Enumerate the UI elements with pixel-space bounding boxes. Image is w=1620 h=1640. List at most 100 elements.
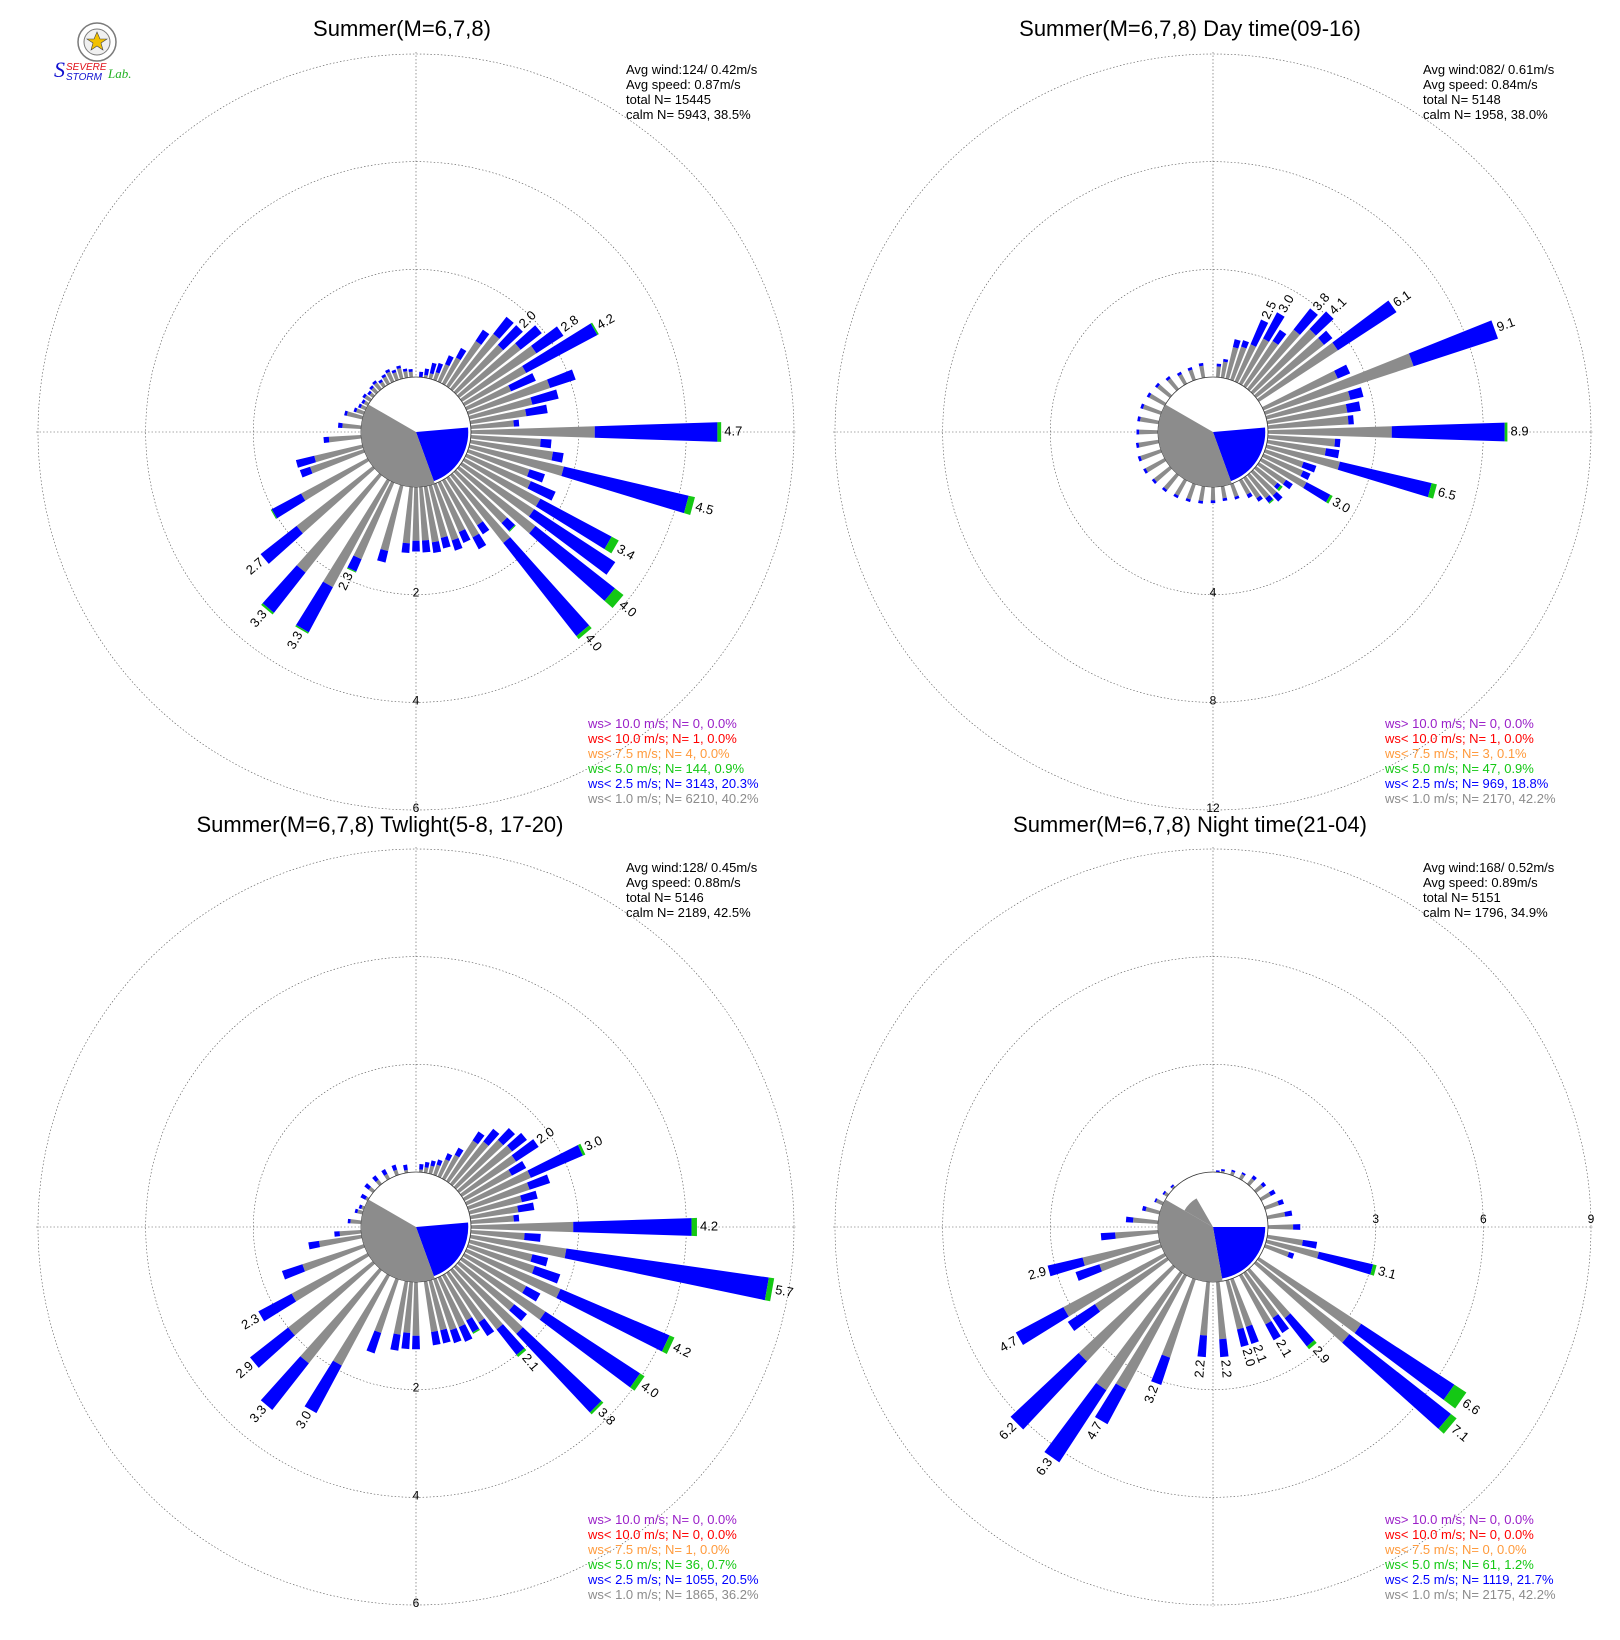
petal-blue bbox=[435, 362, 444, 374]
petal-green bbox=[661, 1335, 675, 1354]
petal-blue bbox=[360, 1193, 367, 1200]
petal-blue bbox=[1408, 320, 1499, 367]
petal-green bbox=[1306, 1340, 1317, 1350]
chart-title: Summer(M=6,7,8) Day time(09-16) bbox=[1019, 16, 1361, 41]
petal-gray bbox=[1264, 449, 1304, 468]
petal-blue bbox=[304, 1360, 342, 1414]
petal-gray bbox=[1216, 366, 1221, 378]
petal-blue bbox=[378, 379, 383, 384]
legend-entry: ws< 1.0 m/s; N= 2175, 42.2% bbox=[1384, 1587, 1556, 1602]
petal-gray bbox=[449, 1141, 489, 1187]
petal-blue bbox=[1324, 448, 1340, 459]
petal-blue bbox=[493, 316, 514, 339]
petal-gray bbox=[467, 1244, 535, 1274]
petal-blue bbox=[440, 536, 451, 549]
petal-blue bbox=[458, 529, 471, 543]
petal-blue bbox=[483, 1128, 500, 1146]
petal-label: 2.5 bbox=[1258, 298, 1279, 321]
calm-circle bbox=[360, 376, 472, 488]
petal-label: 2.2 bbox=[1218, 1359, 1235, 1378]
petal-gray bbox=[1153, 465, 1173, 483]
petal-gray bbox=[1253, 337, 1324, 399]
petal-gray bbox=[1210, 486, 1216, 501]
petal-gray bbox=[1157, 384, 1173, 399]
petal-gray bbox=[350, 1219, 362, 1224]
stat-line: calm N= 1796, 34.9% bbox=[1423, 905, 1548, 920]
legend-entry: ws< 1.0 m/s; N= 6210, 40.2% bbox=[587, 791, 759, 806]
petal-blue bbox=[337, 422, 343, 428]
petal-green bbox=[691, 1217, 697, 1237]
petal-gray bbox=[1230, 483, 1239, 498]
petal-blue bbox=[516, 1327, 602, 1413]
petal-gray bbox=[470, 1215, 514, 1224]
ring-label: 4 bbox=[1210, 586, 1217, 600]
legend: ws> 10.0 m/s; N= 0, 0.0%ws< 10.0 m/s; N=… bbox=[587, 716, 759, 806]
petal-green bbox=[764, 1277, 775, 1302]
petal-gray bbox=[1267, 1224, 1294, 1230]
petal-gray bbox=[380, 484, 404, 552]
petal-blue bbox=[529, 525, 616, 601]
petal-blue bbox=[358, 1204, 363, 1210]
petal-gray bbox=[375, 1179, 383, 1187]
petal-blue bbox=[1151, 1354, 1171, 1385]
legend-entry: ws< 5.0 m/s; N= 36, 0.7% bbox=[587, 1557, 737, 1572]
calm-circle bbox=[360, 1171, 472, 1283]
petal-blue bbox=[367, 390, 372, 396]
petal-green bbox=[1438, 1413, 1457, 1434]
petal-gray bbox=[386, 371, 395, 383]
petal-gray bbox=[403, 371, 409, 379]
petals: 2.0 2.8 4.24.74.53.44.04.02.33.33.32.7 bbox=[243, 307, 742, 654]
petal-blue bbox=[449, 1328, 462, 1344]
petal-gray bbox=[1174, 478, 1188, 496]
calm-blue-wedge bbox=[1213, 1227, 1266, 1279]
petal-blue bbox=[1268, 1189, 1276, 1196]
petal-gray bbox=[1186, 483, 1196, 500]
petal-gray bbox=[468, 397, 533, 420]
petal-blue bbox=[385, 369, 391, 374]
petal-gray bbox=[1246, 1178, 1255, 1187]
petal-blue bbox=[344, 410, 348, 416]
petal-gray bbox=[469, 409, 527, 425]
petal-blue bbox=[594, 422, 718, 442]
petal-gray bbox=[446, 1140, 479, 1183]
petal-blue bbox=[249, 1327, 295, 1368]
petal-green bbox=[508, 524, 516, 532]
legend-entry: ws< 5.0 m/s; N= 47, 0.9% bbox=[1384, 761, 1534, 776]
petal-blue bbox=[564, 1248, 769, 1301]
petal-blue bbox=[1176, 371, 1182, 377]
petal-gray bbox=[300, 1267, 383, 1364]
petal-gray bbox=[1171, 1185, 1176, 1190]
stat-line: Avg speed: 0.84m/s bbox=[1423, 77, 1538, 92]
petal-gray bbox=[288, 1260, 376, 1336]
petal-blue bbox=[1165, 376, 1171, 382]
petal-blue bbox=[1272, 1314, 1290, 1334]
petal-blue bbox=[1162, 1190, 1167, 1195]
petal-gray bbox=[470, 420, 514, 429]
petal-blue bbox=[1347, 415, 1354, 425]
petal-gray bbox=[1167, 378, 1180, 392]
petal-blue bbox=[513, 1214, 520, 1222]
petal-gray bbox=[328, 435, 362, 443]
petal-gray bbox=[364, 395, 372, 402]
petal-label: 4.2 bbox=[671, 1339, 694, 1360]
stat-line: total N= 15445 bbox=[626, 92, 711, 107]
calm-blue-wedge bbox=[416, 427, 469, 482]
petal-blue bbox=[1301, 1239, 1318, 1249]
petal-blue bbox=[372, 380, 378, 386]
petal-gray bbox=[1238, 1273, 1272, 1325]
petal-gray bbox=[441, 357, 461, 386]
petal-blue bbox=[1265, 1320, 1281, 1341]
petal-blue bbox=[429, 362, 437, 375]
petal-gray bbox=[1078, 1264, 1176, 1362]
stat-line: total N= 5151 bbox=[1423, 890, 1501, 905]
petal-blue bbox=[334, 1231, 341, 1237]
petal-gray bbox=[412, 486, 420, 541]
petal-gray bbox=[393, 1280, 409, 1335]
petal-gray bbox=[1139, 416, 1160, 425]
petal-gray bbox=[1188, 369, 1196, 381]
petal-label: 4.5 bbox=[694, 499, 715, 518]
petal-blue bbox=[522, 1285, 541, 1302]
petal-blue bbox=[1345, 401, 1361, 413]
petal-blue bbox=[403, 1164, 408, 1171]
grid: 3 6 9 bbox=[833, 847, 1595, 1607]
